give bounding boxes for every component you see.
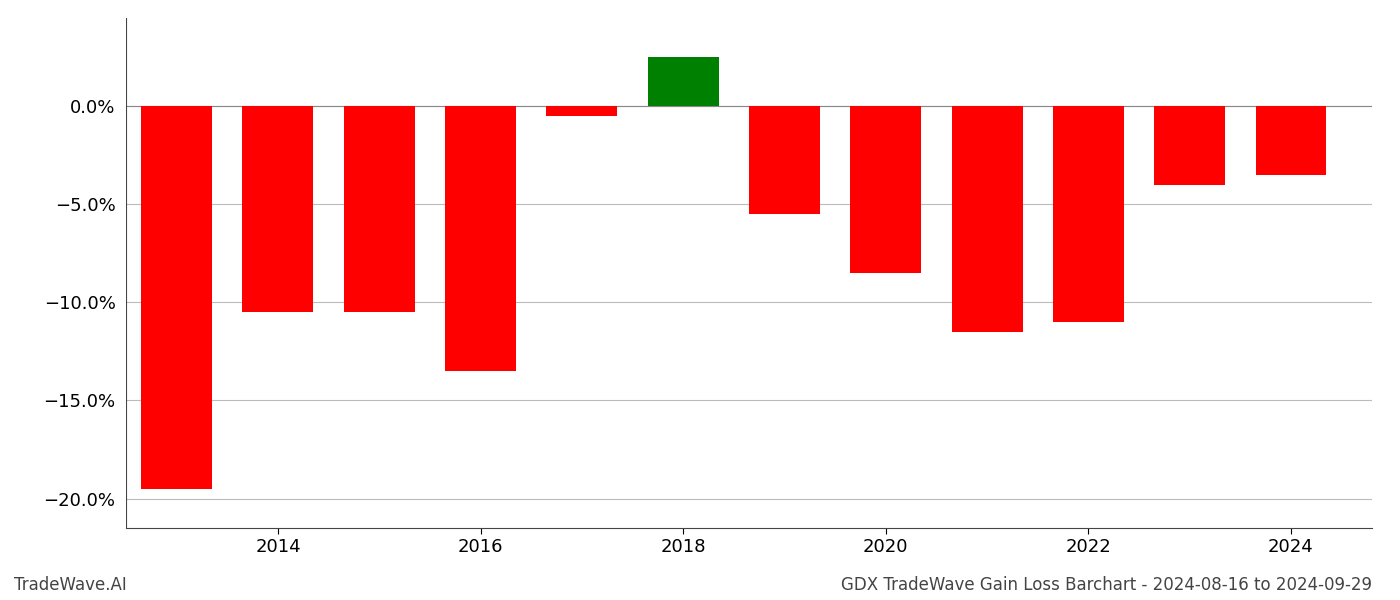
- Bar: [141, 106, 213, 489]
- Bar: [850, 106, 921, 273]
- Text: GDX TradeWave Gain Loss Barchart - 2024-08-16 to 2024-09-29: GDX TradeWave Gain Loss Barchart - 2024-…: [841, 576, 1372, 594]
- Bar: [445, 106, 517, 371]
- Bar: [1256, 106, 1326, 175]
- Bar: [242, 106, 314, 312]
- Bar: [344, 106, 414, 312]
- Bar: [952, 106, 1022, 332]
- Bar: [1053, 106, 1124, 322]
- Bar: [546, 106, 617, 116]
- Text: TradeWave.AI: TradeWave.AI: [14, 576, 127, 594]
- Bar: [1154, 106, 1225, 185]
- Bar: [749, 106, 820, 214]
- Bar: [648, 57, 718, 106]
